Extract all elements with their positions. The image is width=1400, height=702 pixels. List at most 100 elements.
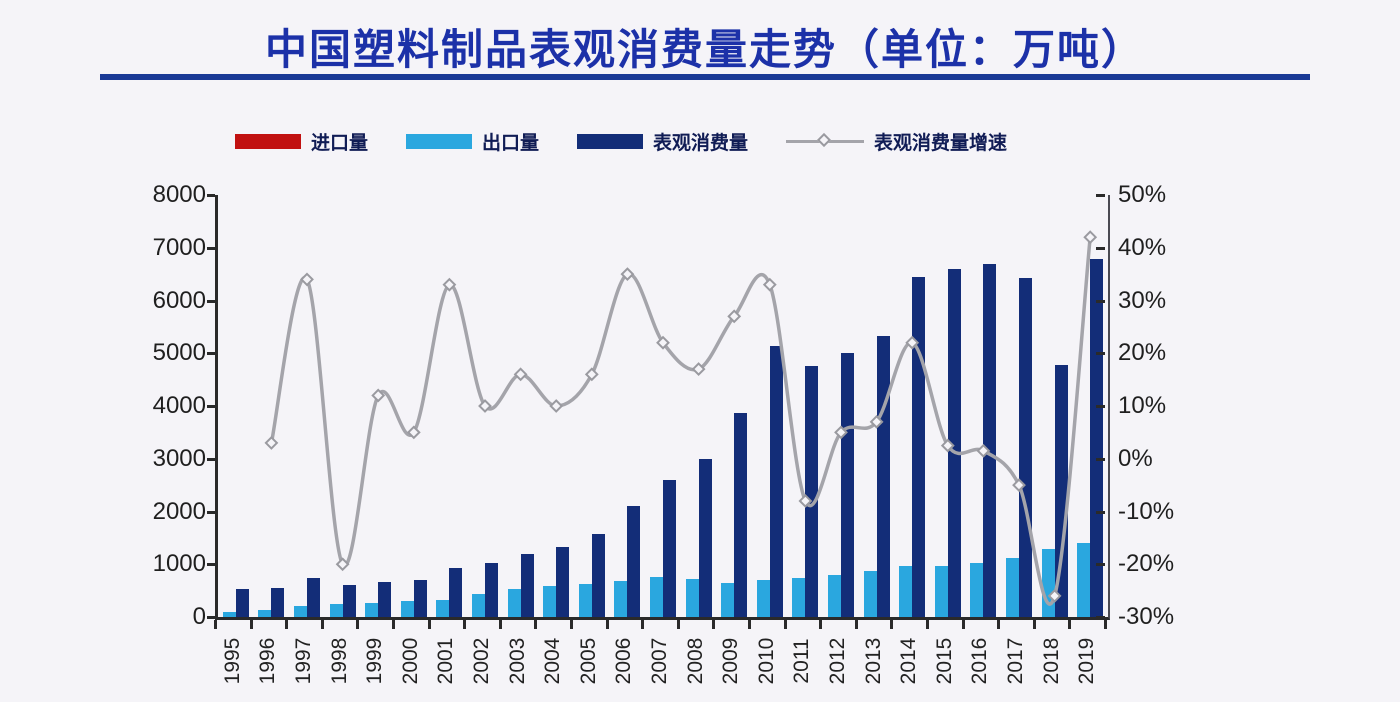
right-axis-tick-label: -10% <box>1118 497 1175 525</box>
x-axis-tickmark <box>997 620 1001 629</box>
bar-出口量-2017 <box>1006 558 1019 617</box>
left-axis-tickmark <box>207 616 215 619</box>
growth-point-marker <box>584 367 599 382</box>
x-axis-tickmark <box>249 620 253 629</box>
x-axis-label-2003: 2003 <box>505 637 529 685</box>
left-axis-tick-label: 0 <box>192 603 206 630</box>
x-axis-label-2013: 2013 <box>861 637 885 685</box>
growth-point-marker <box>300 272 314 287</box>
legend-item-import: 进口量 <box>235 128 368 155</box>
left-axis-tick-label: 5000 <box>152 339 206 367</box>
x-axis-tickmark <box>641 620 645 629</box>
bar-表观消费量-2000 <box>413 580 427 617</box>
right-axis-tickmark <box>1096 246 1105 250</box>
x-axis-tickmark <box>498 620 502 629</box>
x-axis-label-2006: 2006 <box>612 637 636 685</box>
x-axis-label-2015: 2015 <box>932 637 956 685</box>
left-axis-tick-label: 4000 <box>152 392 206 419</box>
growth-point-marker <box>727 309 742 324</box>
x-axis-label-1999: 1999 <box>363 637 387 685</box>
growth-point-marker <box>264 436 279 450</box>
bar-出口量-2005 <box>578 583 592 617</box>
x-axis-tickmark <box>214 620 217 629</box>
bar-出口量-1995 <box>222 611 236 617</box>
bar-表观消费量-2005 <box>591 534 605 617</box>
x-axis-label-2011: 2011 <box>790 638 814 684</box>
x-axis-label-2018: 2018 <box>1039 637 1063 685</box>
x-axis-tickmark <box>392 620 395 629</box>
right-axis-tick-label: -20% <box>1118 550 1175 578</box>
legend-item-consumption: 表观消费量 <box>577 128 748 155</box>
bar-表观消费量-2007 <box>663 479 676 617</box>
x-axis-label-1998: 1998 <box>327 637 351 685</box>
right-axis-tick-label: 50% <box>1118 181 1167 208</box>
growth-point-marker <box>976 443 991 458</box>
x-axis-tickmark <box>676 620 680 629</box>
x-axis-tickmark <box>854 620 858 629</box>
bar-表观消费量-1996 <box>271 588 285 617</box>
export-swatch <box>406 133 473 149</box>
right-axis-tick-label: 0% <box>1118 444 1153 472</box>
bar-表观消费量-2019 <box>1090 259 1104 617</box>
x-axis-tickmark <box>427 620 431 629</box>
diamond-marker-icon <box>816 132 832 148</box>
left-axis-tick-label: 7000 <box>152 233 206 261</box>
bar-出口量-2019 <box>1077 542 1091 617</box>
growth-point-marker <box>691 362 706 376</box>
x-axis-tickmark <box>356 620 360 629</box>
chart-legend: 进口量 出口量 表观消费量 表观消费量增速 <box>235 124 1135 158</box>
x-axis-label-2001: 2001 <box>434 637 458 685</box>
bar-表观消费量-2017 <box>1019 277 1032 617</box>
legend-item-export: 出口量 <box>406 128 539 155</box>
bar-出口量-2010 <box>756 579 770 617</box>
bar-表观消费量-2018 <box>1054 364 1068 617</box>
growth-point-marker <box>478 399 492 413</box>
bar-出口量-2008 <box>685 579 699 617</box>
right-axis-tickmark <box>1096 405 1105 408</box>
legend-label-consumption: 表观消费量 <box>653 132 749 154</box>
growth-point-marker <box>940 438 955 453</box>
x-axis-tickmark <box>783 620 787 629</box>
x-axis-tickmark <box>285 620 289 629</box>
growth-point-marker <box>869 414 884 429</box>
growth-point-marker <box>1012 478 1026 493</box>
x-axis-label-2007: 2007 <box>648 637 671 685</box>
x-axis-tickmark <box>890 620 894 629</box>
x-axis-tickmark <box>605 620 609 629</box>
growth-point-marker <box>834 425 848 440</box>
bar-表观消费量-2003 <box>520 553 534 617</box>
bar-表观消费量-1998 <box>342 585 356 617</box>
x-axis-label-2012: 2012 <box>826 637 849 685</box>
left-axis-tick-label: 2000 <box>152 497 206 525</box>
x-axis-label-2005: 2005 <box>576 637 600 685</box>
growth-point-marker <box>442 277 457 292</box>
left-axis-tickmark <box>207 563 215 567</box>
bar-出口量-2007 <box>650 576 663 617</box>
x-axis-tickmark <box>819 620 823 629</box>
growth-point-marker <box>549 399 564 413</box>
left-axis-tickmark <box>207 352 215 356</box>
x-axis-tickmark <box>1032 620 1036 629</box>
bar-出口量-2003 <box>507 589 521 617</box>
growth-point-marker <box>905 335 920 350</box>
x-axis-tickmark <box>463 620 467 629</box>
x-axis-label-2017: 2017 <box>1004 637 1027 685</box>
growth-point-marker <box>1047 588 1062 603</box>
growth-point-marker <box>335 557 350 572</box>
right-axis-tickmark <box>1096 299 1105 303</box>
right-axis-tickmark <box>1096 194 1105 197</box>
bar-表观消费量-2002 <box>485 563 498 617</box>
right-axis-tickmark <box>1096 616 1105 619</box>
right-axis-tickmark <box>1096 457 1105 461</box>
right-axis-tick-label: -30% <box>1118 603 1175 630</box>
bar-表观消费量-2011 <box>805 366 819 617</box>
x-axis-tickmark <box>1068 620 1072 629</box>
right-axis-tick-label: 40% <box>1118 233 1167 261</box>
growth-point-marker <box>620 267 635 282</box>
x-axis-label-1995: 1995 <box>220 637 244 685</box>
x-axis-tickmark <box>748 620 751 629</box>
legend-label-export: 出口量 <box>482 132 540 154</box>
bar-出口量-2016 <box>970 562 984 617</box>
left-axis-tickmark <box>207 194 215 197</box>
x-axis-tickmark <box>534 620 538 629</box>
